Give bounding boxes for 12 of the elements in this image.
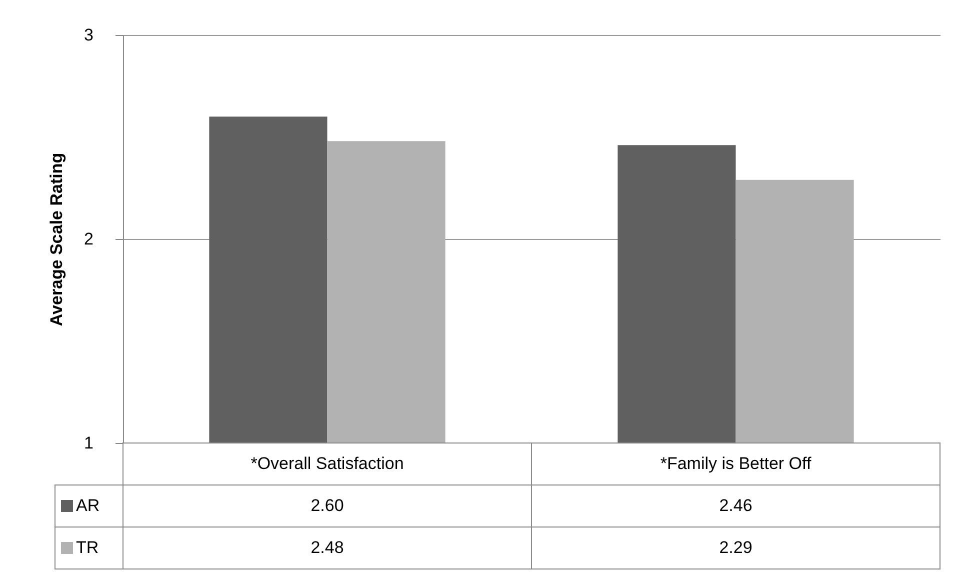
y-tick-label: 2 bbox=[84, 230, 94, 248]
y-tick-label: 3 bbox=[84, 26, 94, 44]
x-tick-label: *Overall Satisfaction bbox=[250, 454, 404, 473]
x-tick-label: *Family is Better Off bbox=[660, 454, 812, 473]
data-label: 2.60 bbox=[310, 496, 344, 515]
data-label: 2.46 bbox=[719, 496, 752, 515]
legend-label: AR bbox=[76, 496, 100, 515]
data-label: 2.29 bbox=[719, 538, 752, 557]
y-axis-title: Average Scale Rating bbox=[47, 152, 66, 326]
data-label: 2.48 bbox=[310, 538, 344, 557]
y-tick-label: 1 bbox=[84, 434, 94, 452]
legend-label: TR bbox=[76, 538, 99, 557]
